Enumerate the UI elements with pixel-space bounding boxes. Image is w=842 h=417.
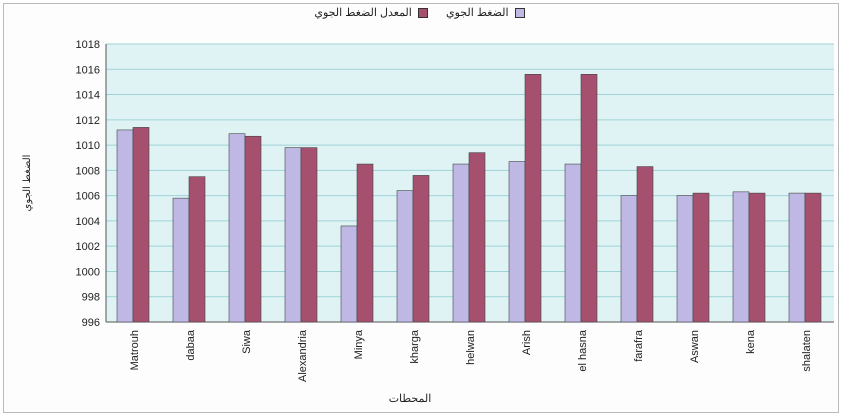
bar-series-2: [356, 163, 374, 323]
x-tick-label: Siwa: [241, 329, 253, 354]
y-tick-label: 1002: [76, 241, 100, 253]
x-tick-label: Arish: [521, 330, 533, 355]
legend-label-series-1: الضغط الجوي: [445, 7, 509, 19]
bar-series-2: [692, 192, 710, 323]
x-tick-label: dabaa: [185, 329, 197, 360]
bar-series-2: [748, 192, 766, 323]
bar-series-1: [564, 163, 582, 323]
y-tick-label: 1004: [76, 216, 100, 228]
bar-series-2: [636, 166, 654, 323]
x-tick-label: el hasna: [577, 329, 589, 371]
x-tick-label: Aswan: [689, 330, 701, 363]
bar-series-2: [468, 152, 486, 323]
x-tick-label: kena: [745, 329, 757, 354]
bar-series-2: [188, 176, 206, 323]
bar-series-1: [340, 225, 358, 323]
y-tick-label: 1010: [76, 140, 100, 152]
legend-label-series-2: المعدل الضغط الجوي: [314, 7, 412, 19]
bar-series-1: [788, 192, 806, 323]
x-tick-label: Minya: [353, 329, 365, 359]
y-axis-title: الضغط الجوي: [22, 155, 33, 212]
bar-series-1: [228, 133, 246, 323]
y-tick-label: 1006: [76, 191, 100, 203]
bar-series-1: [676, 195, 694, 323]
x-axis-title: المحطات: [389, 393, 432, 405]
bar-series-1: [732, 191, 750, 323]
legend-swatch-series-1: [514, 8, 525, 19]
bar-series-2: [132, 127, 150, 323]
y-tick-label: 1012: [76, 115, 100, 127]
bar-series-2: [244, 135, 262, 323]
bar-series-1: [172, 197, 190, 323]
bar-series-2: [412, 175, 430, 323]
legend-swatch-series-2: [417, 8, 428, 19]
y-tick-label: 998: [82, 292, 100, 304]
x-tick-label: shalaten: [801, 330, 813, 372]
bar-series-2: [524, 74, 542, 323]
bar-series-2: [804, 192, 822, 323]
x-tick-label: Alexandria: [297, 329, 309, 382]
legend-item-series-2: المعدل الضغط الجوي: [314, 6, 431, 19]
bar-series-1: [452, 163, 470, 323]
y-tick-label: 996: [82, 317, 100, 329]
y-tick-label: 1008: [76, 165, 100, 177]
bar-series-2: [580, 74, 598, 323]
bar-series-1: [396, 190, 414, 323]
chart-legend: الضغط الجوي المعدل الضغط الجوي: [0, 6, 842, 19]
bar-series-1: [284, 147, 302, 323]
bar-series-1: [620, 195, 638, 323]
x-tick-label: Matrouh: [129, 330, 141, 370]
legend-item-series-1: الضغط الجوي: [446, 6, 528, 19]
bar-series-1: [508, 161, 526, 323]
bar-series-2: [300, 147, 318, 323]
bar-series-1: [116, 129, 134, 323]
x-tick-label: farafra: [633, 329, 645, 362]
y-tick-label: 1018: [76, 39, 100, 51]
y-tick-label: 1000: [76, 266, 100, 278]
y-tick-label: 1014: [76, 90, 100, 102]
x-tick-label: kharga: [409, 329, 421, 364]
y-tick-label: 1016: [76, 64, 100, 76]
x-tick-label: helwan: [465, 330, 477, 365]
